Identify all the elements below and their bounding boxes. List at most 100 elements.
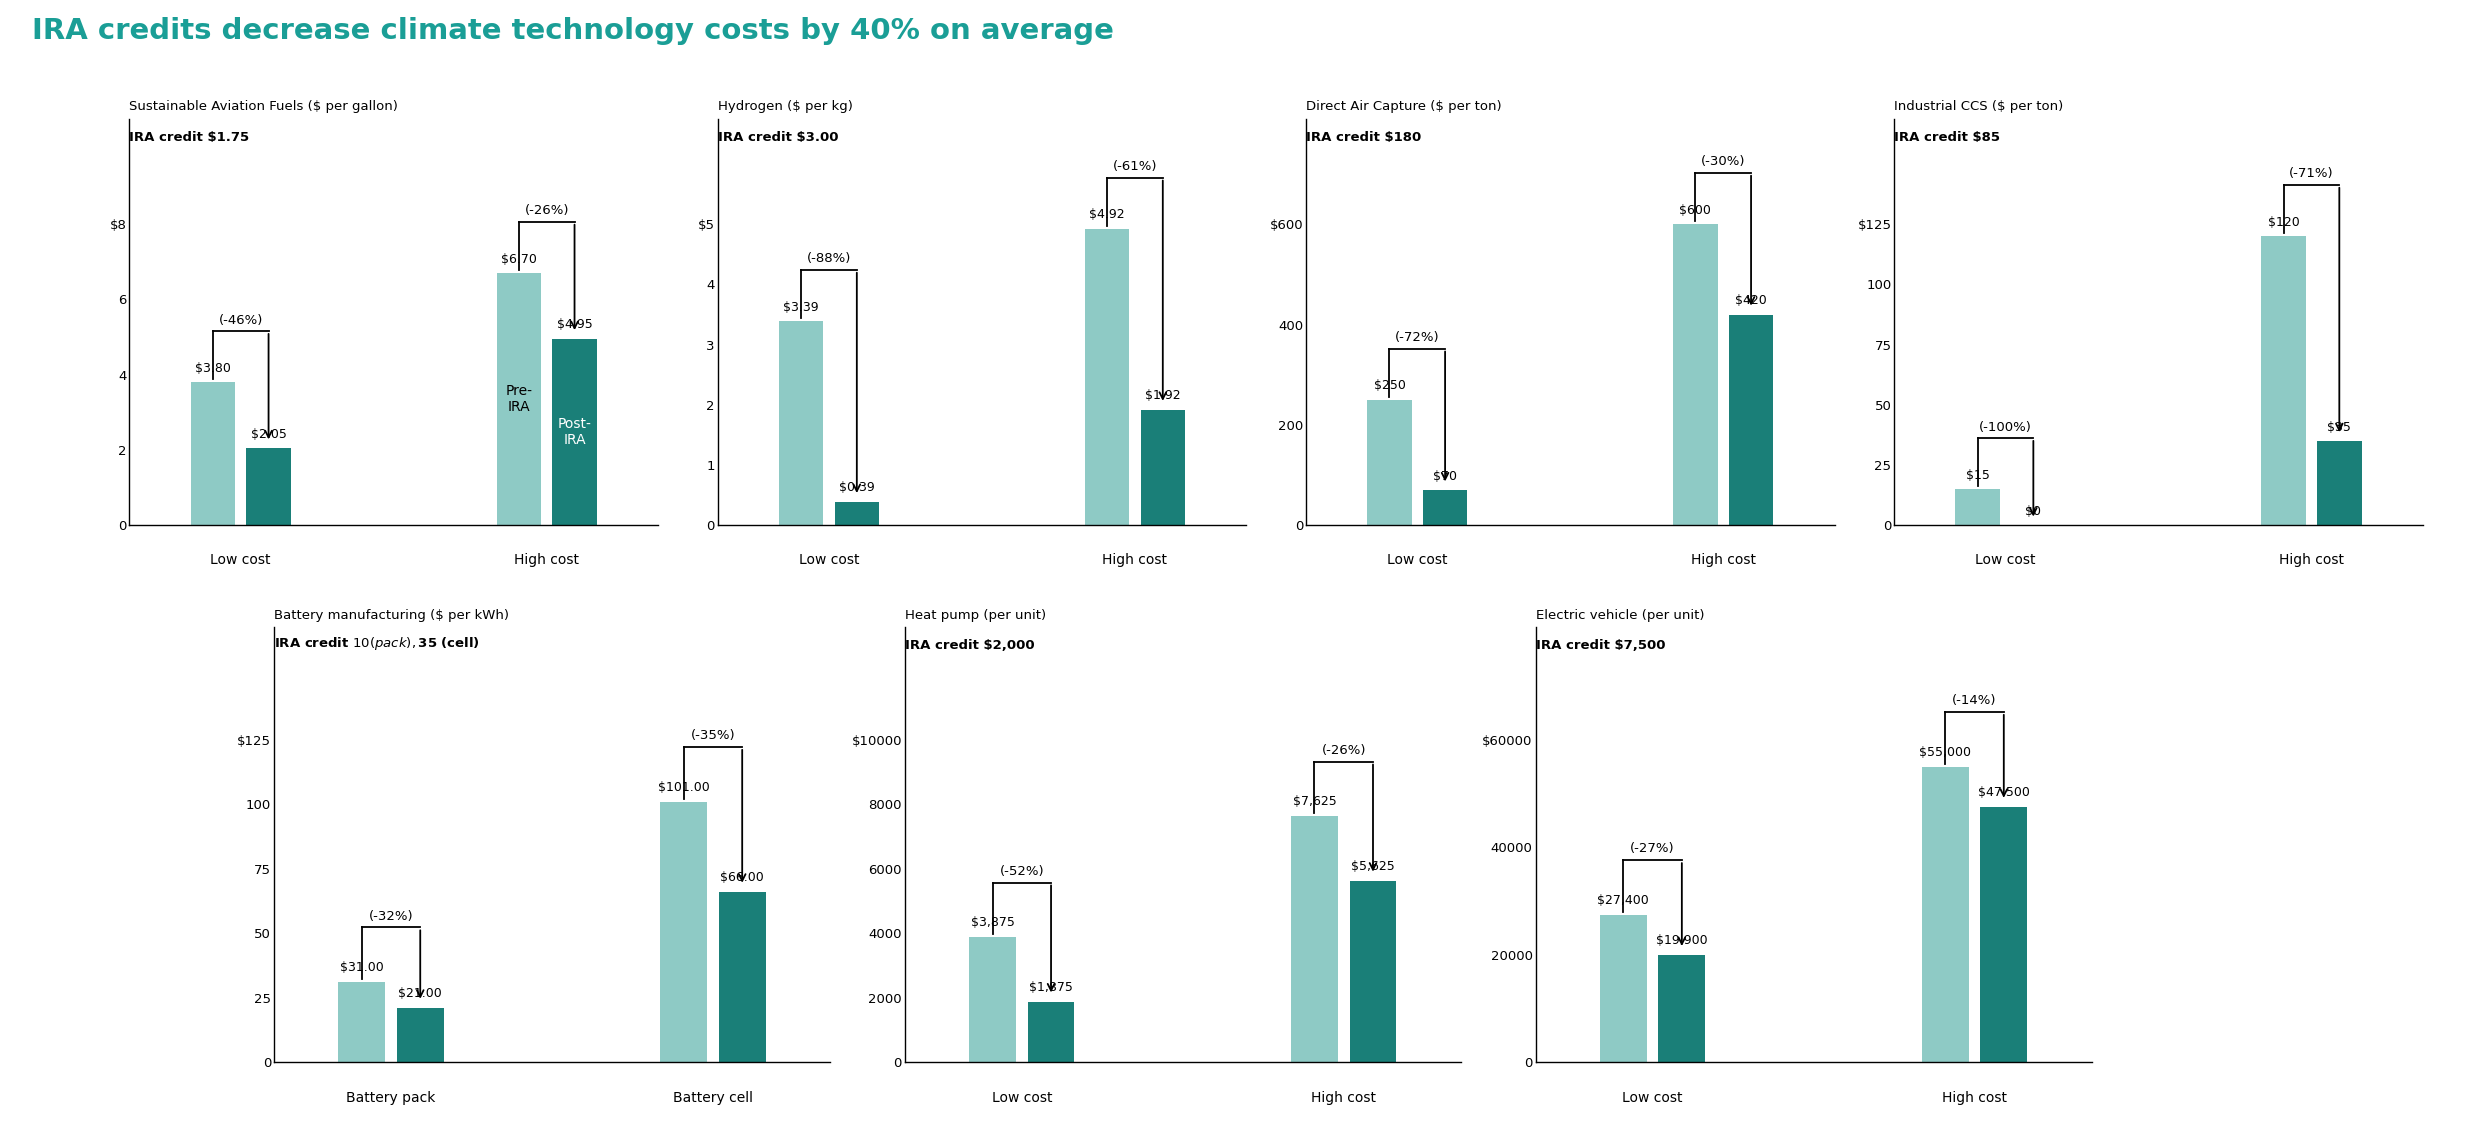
Text: $420: $420	[1736, 294, 1768, 307]
Text: (-52%): (-52%)	[998, 864, 1043, 878]
Text: High cost: High cost	[515, 553, 580, 566]
Text: High cost: High cost	[1103, 553, 1168, 566]
Text: IRA credits decrease climate technology costs by 40% on average: IRA credits decrease climate technology …	[32, 17, 1113, 45]
Text: Heat pump (per unit): Heat pump (per unit)	[904, 608, 1046, 622]
Text: (-61%): (-61%)	[1113, 160, 1158, 173]
Bar	[2318, 441, 2361, 525]
Bar	[496, 273, 540, 525]
Text: $7,625: $7,625	[1292, 796, 1337, 808]
Text: $1,875: $1,875	[1028, 981, 1073, 993]
Text: (-26%): (-26%)	[1322, 744, 1367, 757]
Text: Direct Air Capture ($ per ton): Direct Air Capture ($ per ton)	[1305, 99, 1501, 113]
Text: $0.39: $0.39	[839, 481, 874, 495]
Text: (-26%): (-26%)	[525, 205, 570, 217]
Text: $4.95: $4.95	[558, 319, 593, 331]
Text: Battery cell: Battery cell	[672, 1092, 752, 1105]
Text: $0: $0	[2024, 505, 2042, 518]
Text: $21.00: $21.00	[398, 986, 443, 1000]
Text: Industrial CCS ($ per ton): Industrial CCS ($ per ton)	[1895, 99, 2064, 113]
Text: $2.05: $2.05	[251, 427, 286, 441]
Text: (-30%): (-30%)	[1701, 155, 1745, 168]
Bar	[1422, 490, 1467, 525]
Text: $3.39: $3.39	[784, 301, 819, 314]
Text: $5,625: $5,625	[1352, 860, 1394, 872]
Text: (-72%): (-72%)	[1394, 331, 1439, 345]
Text: T: T	[2296, 742, 2346, 816]
Bar	[1028, 1002, 1076, 1062]
Text: Low cost: Low cost	[1387, 553, 1447, 566]
Text: $1.92: $1.92	[1145, 389, 1180, 402]
Bar	[720, 892, 764, 1062]
Text: $600: $600	[1678, 203, 1711, 217]
Bar	[969, 937, 1016, 1062]
Bar	[2261, 236, 2306, 525]
Text: Low cost: Low cost	[991, 1092, 1051, 1105]
Text: High cost: High cost	[1942, 1092, 2007, 1105]
Text: V: V	[2134, 869, 2191, 942]
Text: (-32%): (-32%)	[369, 910, 413, 923]
Bar	[1955, 489, 1999, 525]
Bar	[1980, 807, 2027, 1062]
Bar	[553, 339, 598, 525]
Text: $35: $35	[2328, 420, 2351, 434]
Text: $120: $120	[2268, 216, 2301, 228]
Text: High cost: High cost	[1312, 1092, 1377, 1105]
Bar	[1673, 224, 1718, 525]
Text: $4.92: $4.92	[1088, 208, 1125, 221]
Bar	[1658, 955, 1706, 1062]
Bar	[1086, 229, 1130, 525]
Text: Battery manufacturing ($ per kWh): Battery manufacturing ($ per kWh)	[274, 608, 508, 622]
Bar	[192, 382, 234, 525]
Bar	[1290, 817, 1337, 1062]
Bar	[247, 449, 291, 525]
Text: $19,900: $19,900	[1656, 935, 1708, 947]
Text: $66.00: $66.00	[720, 871, 764, 884]
Text: C: C	[2136, 742, 2191, 816]
Bar	[660, 802, 707, 1062]
Text: IRA credit $10 (pack), $35 (cell): IRA credit $10 (pack), $35 (cell)	[274, 635, 481, 652]
Text: C: C	[2293, 869, 2348, 942]
Text: $55,000: $55,000	[1920, 746, 1972, 758]
Text: Pre-
IRA: Pre- IRA	[505, 384, 533, 415]
Text: IRA credit $7,500: IRA credit $7,500	[1536, 638, 1666, 652]
Bar	[1922, 767, 1970, 1062]
Text: $3,875: $3,875	[971, 916, 1013, 929]
Text: High cost: High cost	[1691, 553, 1755, 566]
Bar	[396, 1008, 443, 1062]
Text: $70: $70	[1434, 470, 1457, 483]
Bar	[1728, 314, 1773, 525]
Text: Low cost: Low cost	[1975, 553, 2037, 566]
Bar	[1367, 400, 1412, 525]
Text: (-71%): (-71%)	[2288, 167, 2333, 181]
Text: $250: $250	[1374, 380, 1404, 392]
Text: Electric vehicle (per unit): Electric vehicle (per unit)	[1536, 608, 1703, 622]
Bar	[1350, 881, 1397, 1062]
Bar	[779, 321, 824, 525]
Text: (-88%): (-88%)	[807, 252, 852, 266]
Text: High cost: High cost	[2278, 553, 2343, 566]
Text: $15: $15	[1965, 469, 1990, 481]
Text: Hydrogen ($ per kg): Hydrogen ($ per kg)	[717, 99, 852, 113]
Bar	[339, 982, 386, 1062]
Text: $6.70: $6.70	[500, 252, 538, 266]
Bar	[1140, 410, 1185, 525]
Text: IRA credit $1.75: IRA credit $1.75	[129, 130, 249, 144]
Text: (-35%): (-35%)	[690, 729, 735, 742]
Text: Low cost: Low cost	[1623, 1092, 1683, 1105]
Text: Post-
IRA: Post- IRA	[558, 417, 593, 447]
Text: Low cost: Low cost	[799, 553, 859, 566]
Text: IRA credit $2,000: IRA credit $2,000	[904, 638, 1033, 652]
Bar	[834, 502, 879, 525]
Text: IRA credit $85: IRA credit $85	[1895, 130, 1999, 144]
Text: $3.80: $3.80	[194, 362, 232, 375]
Text: (-27%): (-27%)	[1631, 843, 1676, 855]
Text: Low cost: Low cost	[212, 553, 271, 566]
Text: (-100%): (-100%)	[1980, 420, 2032, 434]
Text: Sustainable Aviation Fuels ($ per gallon): Sustainable Aviation Fuels ($ per gallon…	[129, 99, 398, 113]
Text: Battery pack: Battery pack	[346, 1092, 436, 1105]
Text: (-46%): (-46%)	[219, 313, 264, 327]
Text: IRA credit $180: IRA credit $180	[1305, 130, 1422, 144]
Bar	[1601, 915, 1646, 1062]
Text: (-14%): (-14%)	[1952, 694, 1997, 707]
Text: $31.00: $31.00	[339, 962, 383, 974]
